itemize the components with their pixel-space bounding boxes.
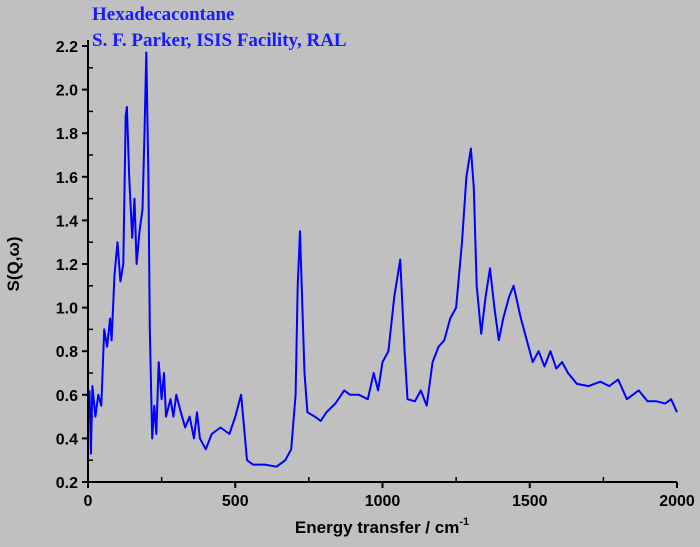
y-tick-label: 1.8: [56, 126, 78, 143]
y-tick-label: 0.4: [56, 431, 78, 448]
series-line-hexadecacontane: [88, 51, 678, 468]
y-tick-label: 2.0: [56, 83, 78, 100]
x-axis-label-text: Energy transfer / cm: [295, 518, 459, 537]
y-tick-label: 1.6: [56, 170, 78, 187]
y-tick-label: 0.8: [56, 344, 78, 361]
y-tick-label: 2.2: [56, 39, 78, 56]
y-tick-label: 1.2: [56, 257, 78, 274]
x-axis-label-superscript: -1: [459, 516, 469, 528]
chart-subtitle: S. F. Parker, ISIS Facility, RAL: [92, 30, 347, 51]
y-axis-label: S(Q,ω): [4, 237, 23, 292]
chart-title: Hexadecacontane: [92, 4, 234, 25]
y-tick-label: 0.6: [56, 388, 78, 405]
x-axis-label: Energy transfer / cm-1: [295, 516, 469, 537]
y-tick-label: 1.0: [56, 301, 78, 318]
y-tick-label: 1.4: [56, 213, 78, 230]
x-tick-label: 2000: [659, 493, 695, 510]
x-tick-label: 1000: [365, 493, 401, 510]
x-tick-label: 0: [84, 493, 93, 510]
x-tick-label: 1500: [512, 493, 548, 510]
y-tick-label: 0.2: [56, 475, 78, 492]
x-tick-label: 500: [222, 493, 249, 510]
